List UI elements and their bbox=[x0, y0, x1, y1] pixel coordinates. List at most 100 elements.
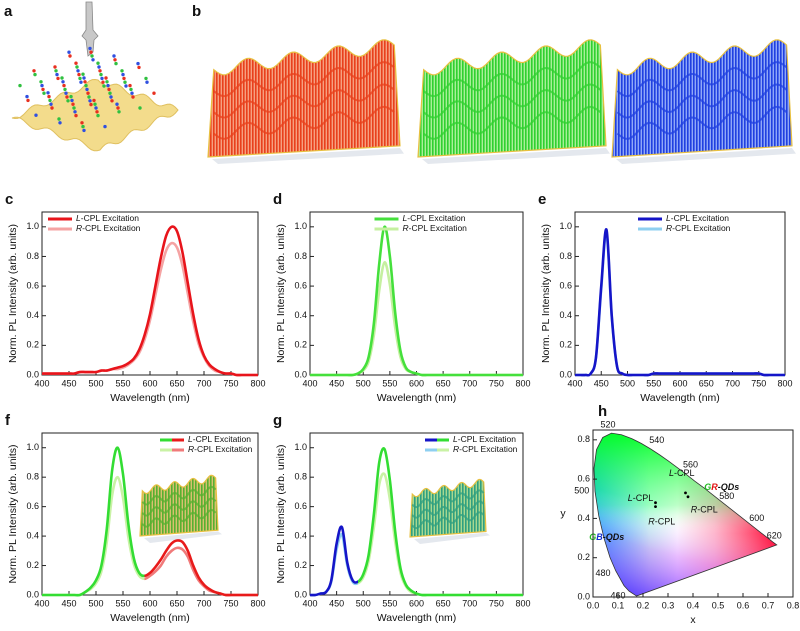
wave-ridge bbox=[616, 105, 788, 140]
axes-frame bbox=[41, 211, 259, 376]
particle bbox=[69, 94, 73, 99]
x-tick-label: 550 bbox=[115, 378, 130, 388]
particle bbox=[137, 65, 141, 70]
particle bbox=[85, 87, 89, 92]
x-tick-label: 700 bbox=[725, 378, 740, 388]
particle bbox=[64, 91, 68, 95]
wavelength-label: 500 bbox=[574, 485, 589, 495]
particle bbox=[120, 69, 124, 73]
particle bbox=[46, 91, 50, 95]
series-line bbox=[310, 261, 523, 377]
particle bbox=[74, 113, 78, 118]
particle bbox=[48, 98, 52, 103]
x-tick-label: 400 bbox=[567, 378, 582, 388]
series-line bbox=[41, 225, 258, 377]
y-tick-label: 0.2 bbox=[26, 340, 39, 350]
particle bbox=[100, 76, 104, 81]
point bbox=[684, 491, 687, 495]
x-tick-label: 800 bbox=[250, 378, 265, 388]
particle bbox=[74, 61, 78, 65]
particle bbox=[95, 110, 99, 114]
y-tick-label: 0.0 bbox=[559, 369, 572, 379]
x-tick-label: 650 bbox=[169, 598, 184, 608]
wave-ridge bbox=[423, 61, 601, 98]
particle bbox=[78, 76, 82, 81]
legend-label: R-CPL Excitation bbox=[188, 444, 253, 454]
particle bbox=[40, 83, 44, 88]
particle bbox=[130, 91, 134, 95]
x-tick-label: 700 bbox=[196, 378, 211, 388]
particle bbox=[96, 113, 100, 118]
y-tick-label: 0.0 bbox=[294, 369, 307, 379]
particle bbox=[65, 95, 69, 99]
x-tick-label: 750 bbox=[489, 598, 504, 608]
x-tick-label: 0.1 bbox=[612, 600, 625, 610]
y-tick-label: 0.6 bbox=[294, 280, 307, 290]
x-tick-label: 0.0 bbox=[587, 600, 600, 610]
wave-ridge bbox=[213, 105, 395, 140]
particle bbox=[77, 72, 81, 77]
y-tick-label: 0.4 bbox=[294, 530, 307, 540]
point bbox=[654, 501, 657, 505]
x-tick-label: 800 bbox=[777, 378, 792, 388]
particle bbox=[71, 102, 75, 106]
particle bbox=[106, 83, 110, 88]
x-tick-label: 600 bbox=[672, 378, 687, 388]
particle bbox=[107, 87, 111, 92]
particle bbox=[83, 80, 87, 84]
x-tick-label: 450 bbox=[594, 378, 609, 388]
wavelength-label: 540 bbox=[649, 435, 664, 445]
y-tick-label: 0.2 bbox=[294, 560, 307, 570]
shadow bbox=[422, 148, 610, 164]
y-tick-label: 0.8 bbox=[26, 472, 39, 482]
panel-label: d bbox=[273, 191, 282, 208]
shadow bbox=[212, 148, 404, 164]
y-tick-label: 0.8 bbox=[559, 251, 572, 261]
particle bbox=[138, 106, 142, 110]
x-tick-label: 650 bbox=[436, 378, 451, 388]
series-line bbox=[310, 225, 523, 377]
particle bbox=[131, 95, 135, 99]
wave-surface bbox=[417, 39, 607, 158]
particle bbox=[67, 50, 71, 54]
particle bbox=[110, 99, 114, 103]
annotation: GR-QDs bbox=[704, 482, 739, 492]
wave-ridge bbox=[616, 83, 788, 119]
particle bbox=[93, 102, 97, 106]
particle bbox=[105, 80, 109, 84]
particle bbox=[121, 72, 125, 77]
particle bbox=[113, 58, 117, 62]
shadow bbox=[144, 531, 222, 543]
legend-label: L-CPL Excitation bbox=[453, 434, 516, 444]
y-tick-label: 0.2 bbox=[294, 340, 307, 350]
particle bbox=[115, 102, 119, 106]
particle bbox=[103, 124, 107, 129]
panel-label: a bbox=[4, 3, 13, 20]
x-tick-label: 650 bbox=[436, 598, 451, 608]
x-tick-label: 550 bbox=[382, 598, 397, 608]
wavelength-label: 580 bbox=[719, 491, 734, 501]
legend-label: R-CPL Excitation bbox=[76, 223, 141, 233]
particle bbox=[145, 80, 149, 84]
chart: d 400 450 500 550 600 650 700 750 800 0.0 0.2 0.4 0.6… bbox=[273, 191, 531, 404]
panel-label: g bbox=[273, 412, 282, 429]
x-axis-title: Wavelength (nm) bbox=[377, 612, 457, 624]
wavelength-label: 620 bbox=[767, 530, 782, 540]
particle bbox=[114, 61, 118, 66]
particle bbox=[99, 72, 103, 77]
x-tick-label: 0.5 bbox=[712, 600, 725, 610]
particle bbox=[123, 80, 127, 84]
legend-label: L-CPL Excitation bbox=[403, 213, 466, 223]
particle bbox=[18, 83, 22, 88]
legend-label: R-CPL Excitation bbox=[403, 223, 468, 233]
x-tick-label: 600 bbox=[142, 378, 157, 388]
particle bbox=[104, 76, 108, 80]
x-tick-label: 700 bbox=[196, 598, 211, 608]
x-tick-label: 0.7 bbox=[762, 600, 775, 610]
panel-label: e bbox=[538, 191, 546, 208]
x-axis-title: Wavelength (nm) bbox=[377, 392, 457, 404]
particle bbox=[57, 117, 61, 121]
particle bbox=[101, 80, 105, 84]
y-tick-label: 0.6 bbox=[26, 501, 39, 511]
x-tick-label: 750 bbox=[223, 378, 238, 388]
